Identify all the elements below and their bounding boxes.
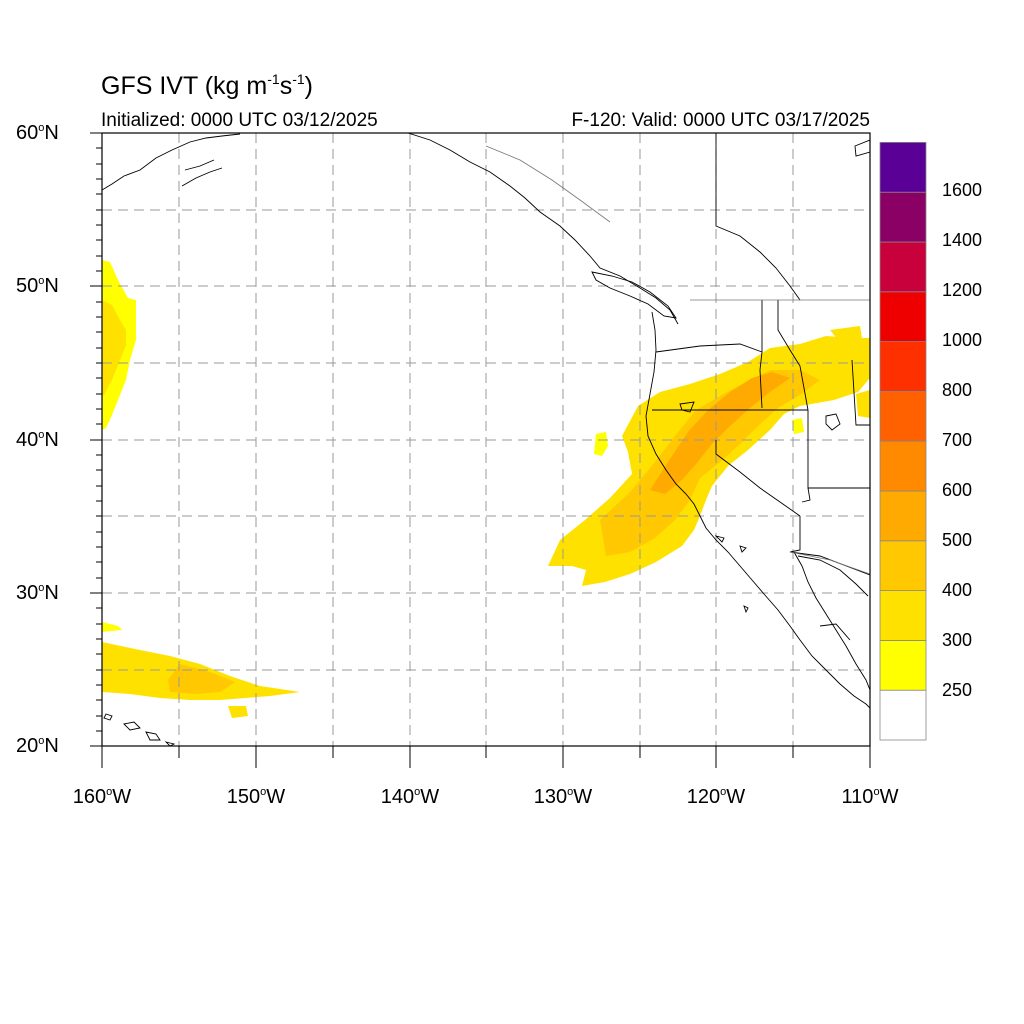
colorbar-box	[879, 490, 927, 542]
country-border	[485, 145, 870, 575]
ivt-shading	[102, 260, 870, 718]
colorbar-label: 250	[942, 680, 973, 700]
colorbar-label: 300	[942, 630, 973, 650]
lon-label-130w: 130oW	[533, 786, 593, 808]
lon-label-140w: 140oW	[380, 786, 440, 808]
lat-label-40n: 40oN	[16, 429, 59, 451]
colorbar-label: 600	[942, 480, 973, 500]
colorbar-label: 1600	[942, 180, 983, 200]
lon-label-160w: 160oW	[72, 786, 132, 808]
colorbar-label: 1000	[942, 330, 983, 350]
colorbar-label: 700	[942, 430, 973, 450]
lat-label-50n: 50oN	[16, 275, 59, 297]
colorbar-box	[879, 390, 927, 442]
lat-label-20n: 20oN	[16, 735, 59, 757]
lon-label-120w: 120oW	[686, 786, 746, 808]
colorbar-box	[879, 540, 927, 591]
lat-label-30n: 30oN	[16, 582, 59, 604]
colorbar-label: 1200	[942, 280, 983, 300]
colorbar-box	[879, 590, 927, 641]
colorbar-box	[879, 440, 927, 492]
colorbar-box	[879, 141, 927, 193]
colorbar-label: 800	[942, 380, 973, 400]
colorbar-label: 400	[942, 580, 973, 600]
colorbar-box	[879, 341, 927, 392]
colorbar	[879, 141, 927, 741]
axis-ticks	[90, 132, 871, 768]
lon-label-110w: 110oW	[841, 786, 899, 808]
colorbar-label: 500	[942, 530, 973, 550]
initialized-time: Initialized: 0000 UTC 03/12/2025	[101, 110, 378, 131]
political-borders	[652, 133, 870, 641]
colorbar-box	[879, 640, 927, 691]
coastlines	[102, 133, 870, 746]
colorbar-box	[879, 241, 927, 293]
colorbar-box	[879, 191, 927, 243]
lat-label-60n: 60oN	[16, 122, 59, 144]
colorbar-box	[879, 291, 927, 342]
map-title: GFS IVT (kg m-1s-1)	[101, 71, 313, 100]
lon-label-150w: 150oW	[226, 786, 286, 808]
colorbar-label: 1400	[942, 230, 983, 250]
colorbar-box	[879, 689, 927, 741]
valid-time: F-120: Valid: 0000 UTC 03/17/2025	[571, 110, 870, 131]
graticule	[102, 133, 870, 746]
